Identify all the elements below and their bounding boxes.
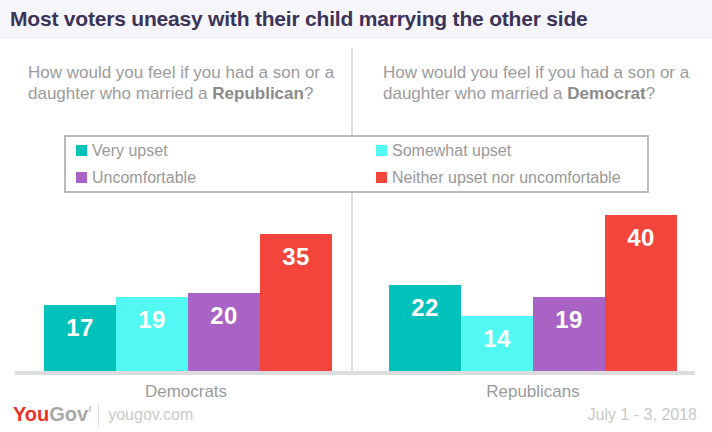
legend-item-neither: Neither upset nor uncomfortable [376,169,647,187]
question-mark: ? [646,84,655,103]
bar-republicans-very-upset: 22 [389,285,461,371]
bar-value-label: 19 [116,306,188,334]
very-upset-swatch-icon [76,145,87,156]
somewhat-upset-swatch-icon [376,145,387,156]
bar-democrats-very-upset: 17 [44,305,116,371]
uncomfortable-swatch-icon [76,172,87,183]
question-republicans-panel: How would you feel if you had a son or a… [383,62,693,104]
yougov-url[interactable]: yougov.com [108,406,193,424]
panel-divider [351,48,353,373]
logo-gov-text: Gov [49,403,88,426]
legend-item-somewhat-upset: Somewhat upset [376,142,647,160]
bar-value-label: 17 [44,314,116,342]
bar-republicans-neither-upset-nor-uncomfortable: 40 [605,215,677,371]
question-bold-word: Democrat [567,84,645,103]
question-democrats-panel: How would you feel if you had a son or a… [28,62,338,104]
page-title: Most voters uneasy with their child marr… [0,0,712,37]
legend-label: Uncomfortable [92,169,196,187]
date-range: July 1 - 3, 2018 [588,406,697,424]
bar-value-label: 20 [188,302,260,330]
bar-value-label: 19 [533,306,605,334]
logo-you-text: You [13,403,49,426]
bar-value-label: 35 [260,243,332,271]
legend-label: Somewhat upset [392,142,511,160]
question-bold-word: Republican [212,84,304,103]
logo-separator [98,404,99,426]
bar-republicans-uncomfortable: 19 [533,297,605,371]
legend-item-very-upset: Very upset [76,142,376,160]
bar-value-label: 40 [605,224,677,252]
yougov-logo[interactable]: YouGov yougov.com [13,403,193,426]
bar-value-label: 22 [389,294,461,322]
legend-item-uncomfortable: Uncomfortable [76,169,376,187]
logo-accent-icon [89,405,92,411]
legend: Very upset Somewhat upset Uncomfortable … [64,135,649,193]
bar-democrats-somewhat-upset: 19 [116,297,188,371]
question-mark: ? [304,84,313,103]
chart-baseline [15,371,695,375]
bar-democrats-uncomfortable: 20 [188,293,260,371]
bar-republicans-somewhat-upset: 14 [461,316,533,371]
neither-upset-swatch-icon [376,172,387,183]
legend-label: Neither upset nor uncomfortable [392,169,621,187]
legend-label: Very upset [92,142,168,160]
category-label-democrats: Democrats [86,382,286,402]
bar-value-label: 14 [461,325,533,353]
chart-title-bar: Most voters uneasy with their child marr… [0,0,712,38]
bar-democrats-neither-upset-nor-uncomfortable: 35 [260,234,332,371]
yougov-chart-card: Most voters uneasy with their child marr… [0,0,712,432]
category-label-republicans: Republicans [433,382,633,402]
